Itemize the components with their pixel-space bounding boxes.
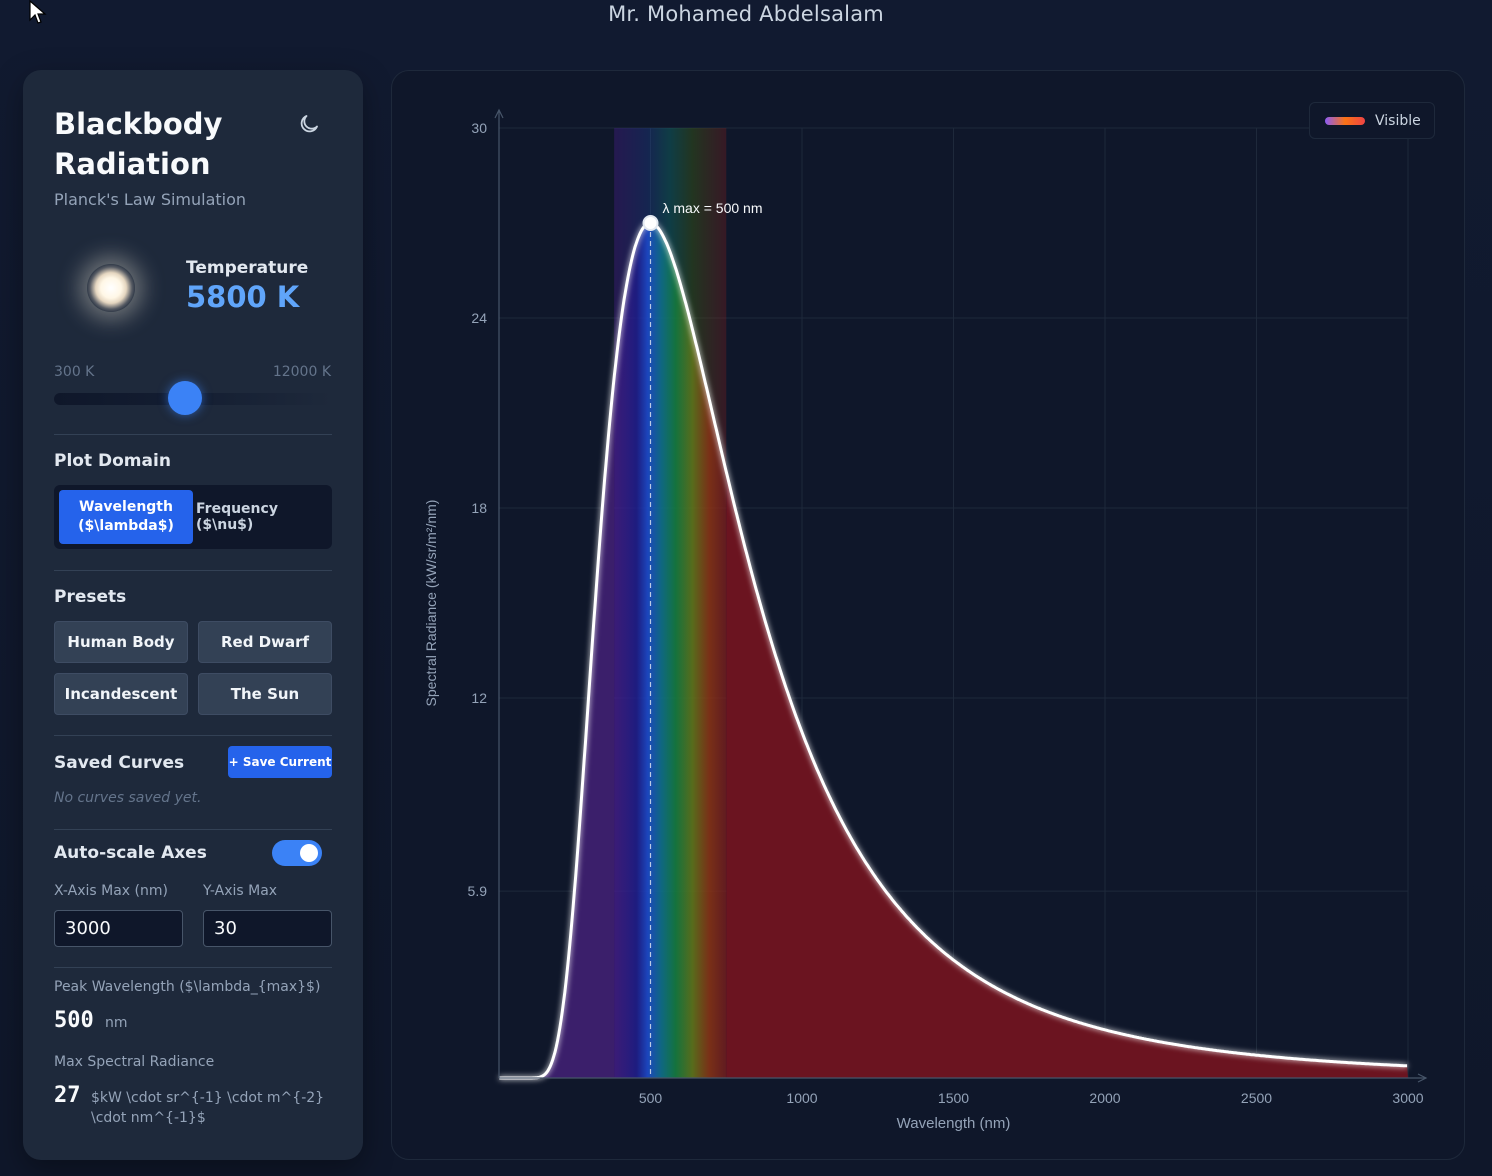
- y-axis-max-input[interactable]: [203, 910, 332, 947]
- empty-curves-text: No curves saved yet.: [54, 790, 202, 806]
- x-axis-title: Wavelength (nm): [897, 1115, 1011, 1132]
- temperature-value: 5800 K: [186, 280, 300, 314]
- frequency-domain-button[interactable]: Frequency ($\nu$): [196, 501, 278, 533]
- divider: [54, 967, 332, 968]
- infrared-area: [726, 223, 1408, 1078]
- divider: [54, 829, 332, 830]
- mouse-cursor-icon: [29, 0, 47, 24]
- moon-icon[interactable]: [297, 112, 321, 136]
- y-tick-label: 30: [471, 120, 487, 136]
- peak-wavelength-unit: nm: [105, 1015, 128, 1031]
- uv-area: [499, 223, 615, 1078]
- presets-label: Presets: [54, 587, 127, 607]
- toggle-knob: [300, 844, 318, 862]
- y-axis-max-label: Y-Axis Max: [203, 883, 278, 899]
- y-tick-label: 12: [471, 690, 487, 706]
- x-tick-label: 1000: [786, 1090, 817, 1106]
- x-tick-label: 2500: [1241, 1090, 1272, 1106]
- preset-red-dwarf-button[interactable]: Red Dwarf: [198, 621, 332, 663]
- y-axis-title: Spectral Radiance (kW/sr/m²/nm): [423, 500, 439, 707]
- y-axis-arrow-icon: [494, 108, 504, 119]
- max-radiance-label: Max Spectral Radiance: [54, 1054, 215, 1070]
- peak-point[interactable]: [642, 215, 659, 231]
- y-tick-label: 24: [471, 310, 487, 326]
- save-current-button[interactable]: + Save Current: [228, 746, 332, 778]
- visible-legend-label: Visible: [1375, 112, 1421, 129]
- slider-min-label: 300 K: [54, 364, 95, 380]
- x-tick-label: 2000: [1089, 1090, 1120, 1106]
- y-tick-label: 18: [471, 500, 487, 516]
- x-axis-max-input[interactable]: [54, 910, 183, 947]
- visible-legend-swatch: [1325, 116, 1365, 125]
- peak-wavelength-label: Peak Wavelength ($\lambda_{max}$): [54, 979, 321, 995]
- app-subtitle: Planck's Law Simulation: [54, 190, 247, 209]
- x-axis-max-label: X-Axis Max (nm): [54, 883, 168, 899]
- y-tick-label: 5.9: [468, 883, 488, 899]
- divider: [54, 570, 332, 571]
- max-radiance-unit: $kW \cdot sr^{-1} \cdot m^{-2} \cdot nm^…: [91, 1090, 325, 1126]
- x-tick-label: 3000: [1392, 1090, 1423, 1106]
- chart-panel: λ max = 500 nm 500 1000 1500 2000 2500 3000 5.…: [391, 70, 1465, 1160]
- preset-human-body-button[interactable]: Human Body: [54, 621, 188, 663]
- preset-incandescent-button[interactable]: Incandescent: [54, 673, 188, 715]
- page-title: Mr. Mohamed Abdelsalam: [608, 2, 884, 26]
- peak-wavelength-value: 500: [54, 1008, 94, 1033]
- x-axis-arrow-icon: [1417, 1073, 1428, 1083]
- chart-legend[interactable]: Visible: [1309, 102, 1435, 139]
- preset-sun-button[interactable]: The Sun: [198, 673, 332, 715]
- auto-scale-label: Auto-scale Axes: [54, 843, 207, 863]
- wavelength-domain-button[interactable]: Wavelength ($\lambda$): [59, 490, 193, 544]
- temperature-label: Temperature: [186, 258, 309, 278]
- x-tick-label: 1500: [938, 1090, 969, 1106]
- app-title: Blackbody Radiation: [54, 107, 223, 181]
- slider-max-label: 12000 K: [272, 364, 331, 380]
- temperature-slider-thumb[interactable]: [168, 381, 202, 415]
- divider: [54, 735, 332, 736]
- saved-curves-label: Saved Curves: [54, 753, 185, 773]
- spectrum-chart[interactable]: λ max = 500 nm 500 1000 1500 2000 2500 3000 5.…: [392, 71, 1466, 1161]
- x-tick-label: 500: [639, 1090, 663, 1106]
- control-sidebar: Blackbody Radiation Planck's Law Simulat…: [23, 70, 363, 1160]
- peak-annotation: λ max = 500 nm: [663, 200, 763, 216]
- divider: [54, 434, 332, 435]
- plot-domain-toggle: Wavelength ($\lambda$) Frequency ($\nu$): [54, 485, 332, 549]
- star-glow-icon: [87, 264, 135, 312]
- plot-domain-label: Plot Domain: [54, 451, 171, 471]
- max-radiance-value: 27: [54, 1083, 81, 1108]
- auto-scale-toggle[interactable]: [272, 840, 322, 866]
